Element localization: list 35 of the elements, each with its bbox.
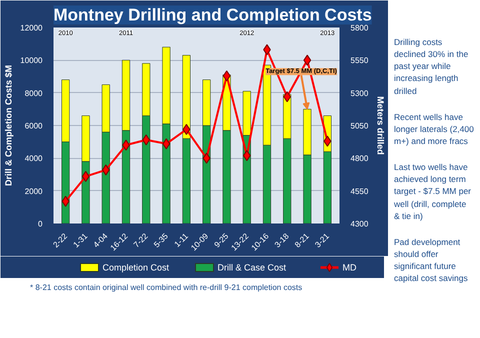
y-tick-label: 4000 [24, 154, 44, 164]
legend-label: Completion Cost [102, 262, 170, 272]
chart-title: Montney Drilling and Completion Costs [54, 6, 372, 24]
y2-tick-label: 4300 [350, 220, 369, 228]
y2-axis-title: Meters drilled [375, 96, 386, 155]
y-axis-title: Drill & Completion Costs $M [3, 64, 14, 186]
text: * 8-21 costs contain original well combined with re-drill 9-21 completion costs [29, 282, 302, 294]
x-tick-label: 3-21 [313, 231, 332, 250]
y-tick-label: 8000 [24, 88, 44, 98]
y-tick-label: 6000 [24, 122, 44, 130]
x-tick-label: 7-22 [132, 231, 150, 250]
legend-label: MD [342, 262, 357, 272]
x-tick-label: 1-31 [72, 231, 90, 250]
text: Last two wells have achieved long term target - $7.5 MM per well (drill, complete & tie in) [394, 161, 472, 222]
y2-tick-label: 5800 [350, 24, 369, 32]
x-tick-label: 1-11 [172, 231, 190, 249]
legend-label: Drill & Case Cost [218, 262, 287, 272]
x-tick-label: 4-04 [92, 231, 110, 250]
point [82, 170, 90, 182]
x-tick-label: 8-21 [293, 231, 312, 250]
y-tick-label: 12000 [20, 24, 44, 32]
y-tick-label: 0 [38, 220, 44, 228]
y-tick-label: 10000 [20, 56, 44, 66]
y2-tick-label: 5300 [350, 88, 369, 98]
text: Drilling costs declined 30% in the past year while increasing length drilled [394, 36, 470, 97]
y2-tick-label: 5550 [350, 56, 369, 66]
point [303, 54, 312, 66]
y2-tick-label: 4800 [350, 154, 369, 164]
point [162, 138, 170, 150]
y2-tick-label: 4550 [350, 186, 369, 196]
text: Pad development should offer significant future capital cost savings [394, 236, 469, 284]
y2-tick-label: 5050 [350, 122, 369, 130]
y-tick-label: 2000 [24, 186, 44, 196]
text: Recent wells have longer laterals (2,400 m+) and more fracs [394, 110, 474, 148]
point [222, 70, 231, 82]
